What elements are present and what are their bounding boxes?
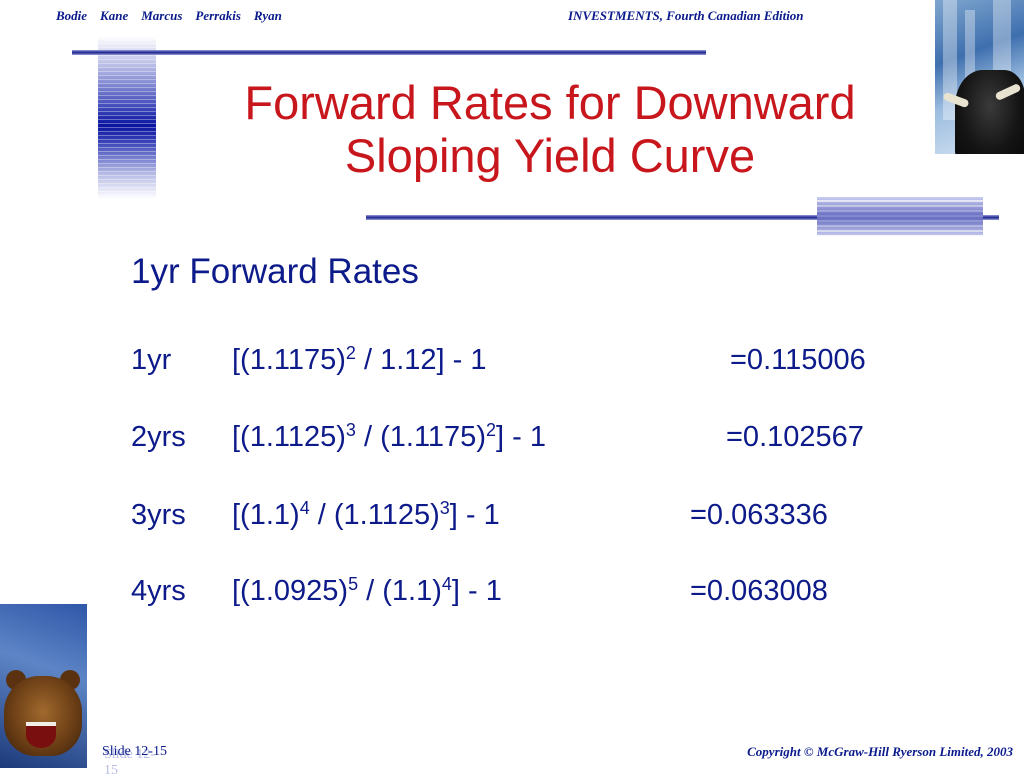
row-result: =0.063336 — [690, 499, 828, 531]
bull-image — [935, 0, 1024, 154]
row-label: 3yrs — [131, 499, 186, 531]
row-formula: [(1.1125)3 / (1.1175)2] - 1 — [232, 420, 546, 453]
decorative-vertical-bar — [98, 36, 156, 199]
row-label: 2yrs — [131, 421, 186, 453]
decorative-top-rule — [72, 50, 706, 55]
row-result: =0.115006 — [730, 344, 866, 376]
row-formula: [(1.1)4 / (1.1125)3] - 1 — [232, 498, 500, 531]
bear-image — [0, 604, 87, 768]
header-authors: Bodie Kane Marcus Perrakis Ryan — [56, 8, 282, 23]
row-formula: [(1.0925)5 / (1.1)4] - 1 — [232, 574, 502, 607]
row-label: 1yr — [131, 344, 172, 376]
slide-title-line-2: Sloping Yield Curve — [344, 129, 756, 182]
row-result: =0.063008 — [690, 575, 828, 607]
header-book-title: INVESTMENTS, Fourth Canadian Edition — [568, 8, 804, 23]
decorative-bottom-rule — [366, 215, 999, 220]
section-heading: 1yr Forward Rates — [131, 252, 419, 291]
slide-title-line-1: Forward Rates for Downward — [244, 76, 856, 129]
slide-title: Forward Rates for Downward Sloping Yield… — [140, 76, 960, 182]
row-label: 4yrs — [131, 575, 186, 607]
decorative-horizontal-bar — [817, 197, 983, 237]
row-result: =0.102567 — [726, 421, 864, 453]
copyright-notice: Copyright © McGraw-Hill Ryerson Limited,… — [747, 744, 1013, 759]
slide-number: Slide 12-15 Slide 12-15 — [102, 744, 167, 778]
row-formula: [(1.1175)2 / 1.12] - 1 — [232, 343, 487, 376]
